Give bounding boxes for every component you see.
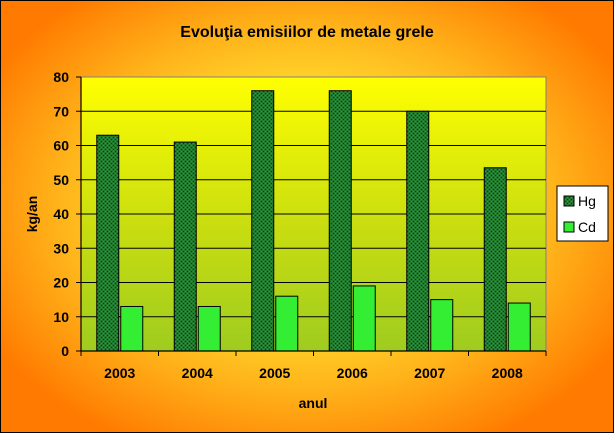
y-axis-title: kg/an [24, 196, 40, 233]
bar-cd-2003 [120, 305, 144, 352]
chart-title: Evoluţia emisiilor de metale grele [180, 24, 434, 41]
y-tick-label: 80 [53, 69, 69, 85]
legend-label-cd: Cd [578, 219, 596, 235]
y-tick-labels: 0 10 20 30 40 50 60 70 80 [53, 69, 69, 359]
y-tick-label: 0 [61, 343, 69, 359]
y-tick-label: 30 [53, 240, 69, 256]
legend: Hg Cd [556, 185, 609, 242]
bar-hg-2008 [483, 167, 507, 352]
bar-cd-2004 [197, 305, 221, 352]
x-tick-label: 2005 [259, 365, 290, 381]
bar-hg-2006 [328, 90, 352, 352]
bar-hg-2005 [251, 90, 275, 352]
x-axis-title: anul [299, 395, 328, 411]
bar-cd-2005 [275, 295, 299, 352]
x-tick-labels: 2003 2004 2005 2006 2007 2008 [104, 365, 523, 381]
y-tick-label: 10 [53, 309, 69, 325]
y-tick-label: 50 [53, 172, 69, 188]
legend-label-hg: Hg [578, 193, 596, 209]
y-tick-label: 60 [53, 138, 69, 154]
y-tick-label: 20 [53, 275, 69, 291]
legend-swatch-cd [563, 221, 575, 233]
bar-hg-2004 [173, 141, 197, 352]
legend-swatch-hg [563, 195, 575, 207]
y-tick-label: 70 [53, 103, 69, 119]
bar-cd-2006 [352, 285, 376, 352]
bar-hg-2007 [406, 110, 430, 352]
gridlines [81, 110, 546, 318]
bars [96, 90, 531, 352]
x-tick-label: 2008 [492, 365, 523, 381]
x-tick-label: 2004 [182, 365, 213, 381]
bar-hg-2003 [96, 134, 120, 352]
y-tick-label: 40 [53, 206, 69, 222]
axes [76, 76, 547, 356]
bar-cd-2008 [507, 302, 531, 352]
x-tick-label: 2006 [337, 365, 368, 381]
x-tick-label: 2007 [414, 365, 445, 381]
bar-cd-2007 [430, 299, 454, 352]
x-tick-label: 2003 [104, 365, 135, 381]
